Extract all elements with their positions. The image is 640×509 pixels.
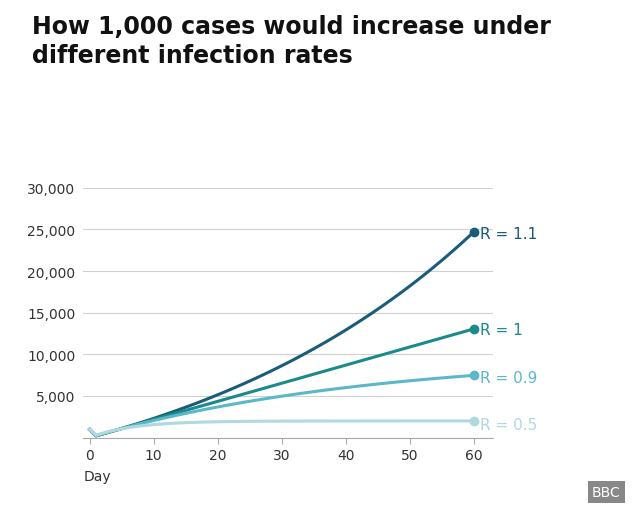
Text: R = 1: R = 1 [480,322,523,337]
Text: R = 1.1: R = 1.1 [480,227,537,242]
Text: How 1,000 cases would increase under
different infection rates: How 1,000 cases would increase under dif… [32,15,551,68]
Text: BBC: BBC [592,485,621,499]
Text: R = 0.5: R = 0.5 [480,417,537,432]
Text: R = 0.9: R = 0.9 [480,371,538,385]
Text: Day: Day [83,469,111,484]
